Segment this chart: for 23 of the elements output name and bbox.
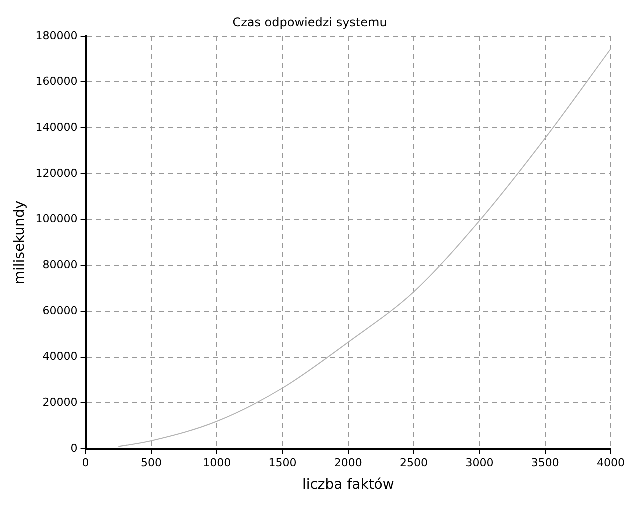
x-axis-title: liczba faktów	[302, 477, 394, 494]
y-tick-label: 40000	[42, 350, 78, 364]
y-tick-label: 180000	[36, 29, 78, 42]
chart-title: Czas odpowiedzi systemu	[232, 15, 388, 30]
x-tick-label: 3500	[531, 456, 560, 470]
x-tick-label: 500	[140, 456, 162, 470]
y-tick-label: 160000	[36, 75, 78, 88]
y-tick-label: 20000	[42, 396, 78, 410]
x-tick-label: 2500	[400, 456, 428, 470]
y-tick-label: 140000	[36, 120, 78, 134]
y-axis-title: milisekundy	[12, 200, 28, 285]
line-series	[118, 48, 612, 448]
y-tick-label: 120000	[36, 166, 78, 180]
x-tick-label: 1000	[203, 456, 232, 470]
x-tick-label: 2000	[334, 456, 362, 470]
y-tick-label: 80000	[42, 258, 78, 272]
x-tick-label: 4000	[597, 456, 626, 470]
y-tick-label: 100000	[36, 212, 78, 226]
y-tick-label: 60000	[42, 304, 78, 318]
x-tick-label: 0	[82, 456, 90, 470]
x-tick-label: 3000	[466, 456, 494, 470]
y-tick-label: 0	[70, 442, 78, 455]
x-tick-label: 1500	[268, 456, 297, 470]
